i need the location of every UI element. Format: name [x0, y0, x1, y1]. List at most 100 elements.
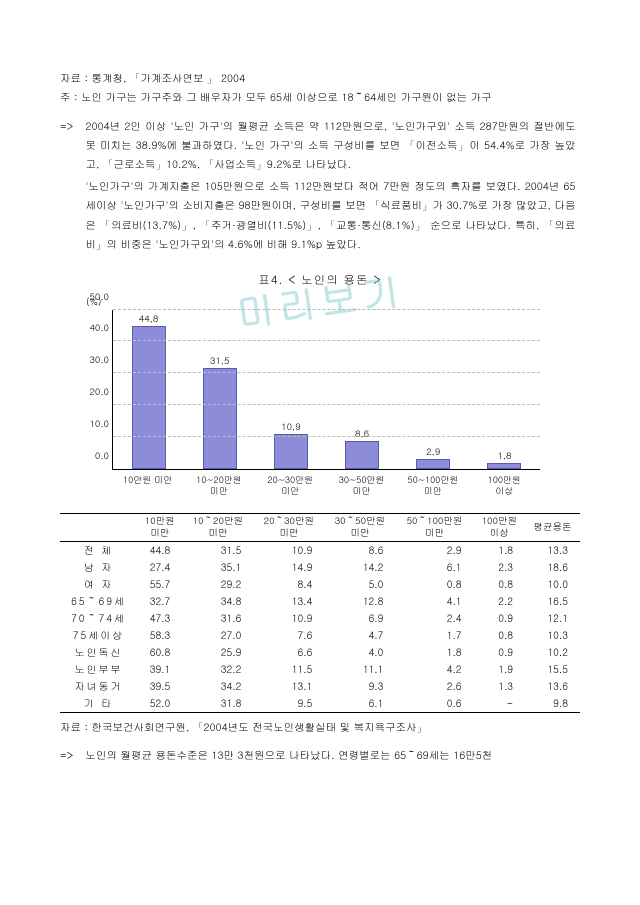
table-cell: 39.1	[137, 661, 182, 678]
gridline	[113, 372, 540, 373]
bar-value-label: 2,9	[426, 444, 440, 458]
paragraph-text: 2004년 2인 이상 '노인 가구'의 월평균 소득은 약 112만원으로, …	[86, 116, 576, 174]
source-text: 한국보건사회연구원, 「2004년도 전국노인생활실태 및 복지욕구조사」	[92, 719, 428, 734]
table-cell: 1.8	[474, 541, 525, 559]
table-cell: 2.6	[395, 678, 473, 695]
bar-value-label: 44,8	[139, 311, 159, 325]
table-cell: 9.8	[525, 695, 580, 713]
gridline	[113, 404, 540, 405]
gridline	[113, 340, 540, 341]
table-cell: 58.3	[137, 627, 182, 644]
paragraph-text: '노인가구'의 가계지출은 105만원으로 소득 112만원보다 적어 7만원 …	[86, 176, 576, 254]
source-text: 통계청, 「가계조사연보 」 2004	[92, 70, 246, 85]
y-tick-label: 40,0	[83, 320, 109, 334]
table-cell: 5.0	[324, 576, 395, 593]
body-paragraph-2: '노인가구'의 가계지출은 105만원으로 소득 112만원보다 적어 7만원 …	[60, 176, 580, 254]
x-tick-label: 10만원 미만	[112, 470, 183, 497]
table-cell: 7.6	[253, 627, 324, 644]
table-row: 75세이상58.327.07.64.71.70.810.3	[60, 627, 580, 644]
note-text: 노인 가구는 가구주와 그 배우자가 모두 65세 이상으로 18～64세인 가…	[81, 89, 492, 104]
row-header: 70～74세	[60, 610, 137, 627]
row-header: 65～69세	[60, 593, 137, 610]
table-cell: 9.5	[253, 695, 324, 713]
row-header: 전 체	[60, 541, 137, 559]
table-row: 여 자55.729.28.45.00.80.810.0	[60, 576, 580, 593]
table-cell: 4.2	[395, 661, 473, 678]
row-header: 75세이상	[60, 627, 137, 644]
table-header-cell	[60, 513, 137, 541]
row-header: 남 자	[60, 559, 137, 576]
table-cell: 14.9	[253, 559, 324, 576]
table-body: 전 체44.831.510.98.62.91.813.3남 자27.435.11…	[60, 541, 580, 712]
note-line: 주 : 노인 가구는 가구주와 그 배우자가 모두 65세 이상으로 18～64…	[60, 89, 580, 106]
table-header-cell: 평균용돈	[525, 513, 580, 541]
bar: 2,9	[416, 459, 450, 468]
source-label: 자료 :	[60, 70, 92, 85]
bar: 44,8	[132, 326, 166, 468]
table-cell: 13.3	[525, 541, 580, 559]
bar: 8,6	[345, 441, 379, 468]
bar-value-label: 8,6	[355, 426, 369, 440]
row-header: 기 타	[60, 695, 137, 713]
table-cell: 13.6	[525, 678, 580, 695]
table-row: 노인부부39.132.211.511.14.21.915.5	[60, 661, 580, 678]
table-cell: 2.9	[395, 541, 473, 559]
chart-title: 표4. < 노인의 용돈 >	[60, 272, 580, 288]
table-cell: 13.1	[253, 678, 324, 695]
table-row: 65～69세32.734.813.412.84.12.216.5	[60, 593, 580, 610]
table-cell: 2.2	[474, 593, 525, 610]
table-row: 전 체44.831.510.98.62.91.813.3	[60, 541, 580, 559]
table-row: 70～74세47.331.610.96.92.40.912.1	[60, 610, 580, 627]
bar: 31,5	[203, 368, 237, 468]
table-cell: 0.9	[474, 644, 525, 661]
bar: 1,8	[487, 463, 521, 469]
arrow-icon: =>	[60, 116, 82, 135]
data-table: 10만원미만10～20만원미만20～30만원미만30～50만원미만50～100만…	[60, 513, 580, 713]
source-label: 자료 :	[60, 719, 92, 734]
bar-value-label: 31,5	[210, 353, 230, 367]
source-line-1: 자료 : 통계청, 「가계조사연보 」 2004	[60, 70, 580, 87]
x-tick-label: 50~100만원미만	[397, 470, 468, 497]
table-header-row: 10만원미만10～20만원미만20～30만원미만30～50만원미만50～100만…	[60, 513, 580, 541]
table-cell: 52.0	[137, 695, 182, 713]
table-cell: 31.8	[182, 695, 253, 713]
table-cell: 25.9	[182, 644, 253, 661]
bar-slot: 8,6	[327, 310, 398, 469]
table-cell: 0.6	[395, 695, 473, 713]
gridline	[113, 309, 540, 310]
table-cell: 11.5	[253, 661, 324, 678]
chart-plot-area: 44,831,510,98,62,91,8 0,010,020,030,040,…	[112, 310, 540, 470]
bar-slot: 44,8	[113, 310, 184, 469]
bars-container: 44,8 31,5 10,9 8,6 2,9 1,8	[113, 310, 540, 469]
bar-slot: 1,8	[469, 310, 540, 469]
bar-value-label: 1,8	[497, 448, 511, 462]
table-cell: 0.8	[474, 627, 525, 644]
note-label: 주 :	[60, 89, 81, 104]
table-cell: 13.4	[253, 593, 324, 610]
table-cell: 47.3	[137, 610, 182, 627]
paragraph-text: 노인의 월평균 용돈수준은 13만 3천원으로 나타났다. 연령별로는 65～6…	[86, 745, 576, 764]
table-header-cell: 30～50만원미만	[324, 513, 395, 541]
table-row: 노인독신60.825.96.64.01.80.910.2	[60, 644, 580, 661]
table-cell: 29.2	[182, 576, 253, 593]
y-tick-label: 20,0	[83, 384, 109, 398]
table-header-cell: 10만원미만	[137, 513, 182, 541]
table-cell: 1.9	[474, 661, 525, 678]
source-line-2: 자료 : 한국보건사회연구원, 「2004년도 전국노인생활실태 및 복지욕구조…	[60, 719, 580, 736]
y-axis-unit: (%)	[86, 294, 540, 308]
arrow-icon: =>	[60, 745, 82, 764]
y-tick-label: 0,0	[83, 448, 109, 462]
bar-chart: (%) 44,831,510,98,62,91,8 0,010,020,030,…	[80, 294, 540, 497]
table-cell: 34.8	[182, 593, 253, 610]
x-tick-label: 100만원이상	[469, 470, 540, 497]
table-cell: 34.2	[182, 678, 253, 695]
bar-slot: 2,9	[398, 310, 469, 469]
table-cell: 27.4	[137, 559, 182, 576]
bar-slot: 31,5	[184, 310, 255, 469]
table-cell: 10.9	[253, 610, 324, 627]
table-cell: 11.1	[324, 661, 395, 678]
table-cell: 32.7	[137, 593, 182, 610]
table-row: 자녀동거39.534.213.19.32.61.313.6	[60, 678, 580, 695]
bar-value-label: 10,9	[281, 419, 301, 433]
table-cell: 10.9	[253, 541, 324, 559]
